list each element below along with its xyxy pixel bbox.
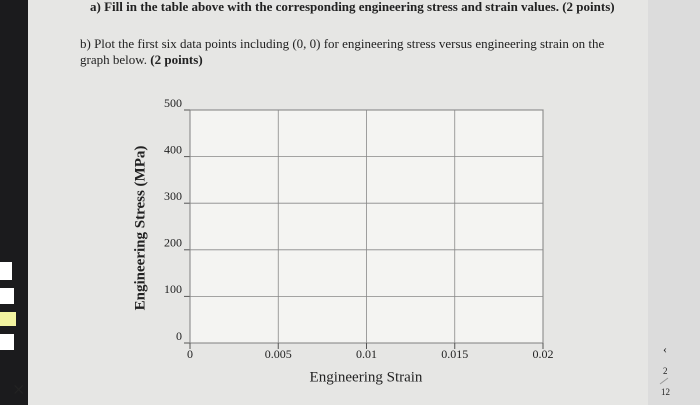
- question-box: b) Plot the first six data points includ…: [80, 36, 620, 68]
- question: b) Plot the first six data points includ…: [80, 36, 620, 68]
- x-tick-label: 0.015: [441, 347, 468, 361]
- y-tick-label: 100: [164, 282, 182, 296]
- y-tick-label: 500: [164, 96, 182, 110]
- y-tick-label: 0: [176, 329, 182, 343]
- y-axis-label: Engineering Stress (MPa): [132, 146, 148, 311]
- x-tick-label: 0.005: [265, 347, 292, 361]
- page-current: 2: [663, 366, 668, 376]
- x-axis-label: Engineering Strain: [310, 369, 423, 385]
- question-text: b) Plot the first six data points includ…: [80, 36, 605, 67]
- chart: 0 100 200 300 400 500 0 0.005 0.01 0.015 0.02: [164, 96, 554, 361]
- close-icon[interactable]: ×: [12, 380, 25, 399]
- x-tick-label: 0.02: [533, 347, 554, 361]
- left-toolbar: ×: [0, 262, 25, 399]
- x-tick-label: 0.01: [356, 347, 377, 361]
- y-tick-label: 400: [164, 142, 182, 156]
- page-total: 12: [661, 387, 670, 397]
- collapse-arrow[interactable]: ‹: [663, 342, 667, 356]
- toolbar-icon[interactable]: [0, 334, 14, 350]
- y-tick-label: 300: [164, 189, 182, 203]
- toolbar-icon: [0, 262, 12, 280]
- toolbar-icon[interactable]: [0, 288, 14, 304]
- page-divider: [659, 377, 669, 385]
- question-points: (2 points): [150, 52, 203, 67]
- side-panel: [648, 0, 700, 405]
- cut-text: a) Fill in the table above with the corr…: [90, 0, 615, 14]
- y-tick-label: 200: [164, 236, 182, 250]
- toolbar-icon[interactable]: [0, 312, 16, 326]
- x-tick-label: 0: [187, 347, 193, 361]
